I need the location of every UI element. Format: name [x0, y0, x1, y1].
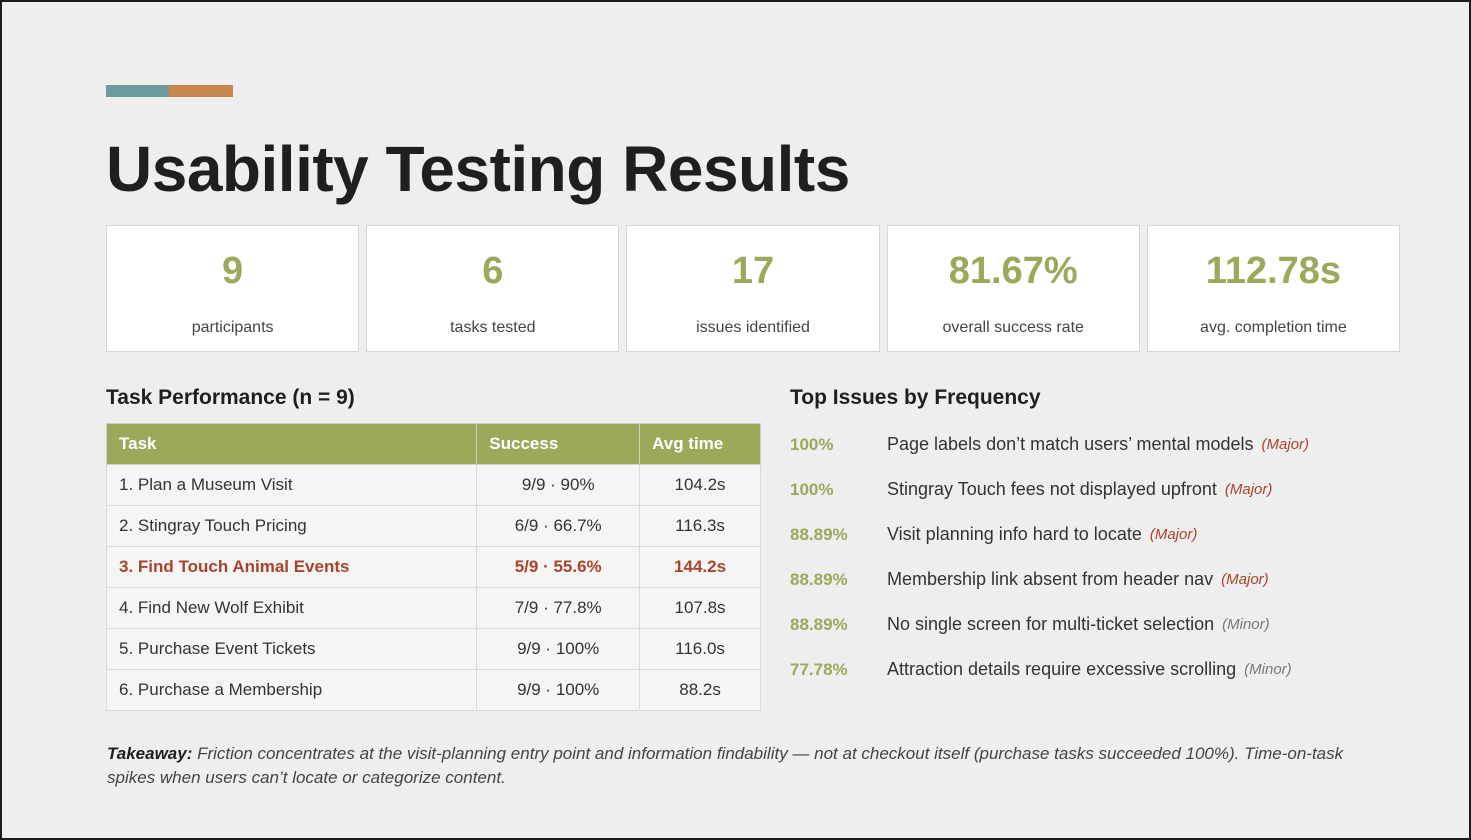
stat-card-tasks: 6 tasks tested — [366, 225, 620, 352]
success-cell: 7/9 · 77.8% — [476, 587, 641, 629]
list-item: 77.78% Attraction details require excess… — [790, 647, 1390, 692]
severity-badge: (Minor) — [1244, 661, 1292, 678]
issue-frequency: 100% — [790, 434, 834, 454]
severity-badge: (Major) — [1261, 436, 1310, 453]
issue-text: Page labels don’t match users’ mental mo… — [887, 434, 1254, 454]
issue-frequency: 77.78% — [790, 659, 848, 679]
success-cell: 9/9 · 100% — [476, 628, 641, 670]
time-cell: 88.2s — [639, 669, 761, 711]
task-cell: 2. Stingray Touch Pricing — [105, 505, 478, 547]
page-title: Usability Testing Results — [106, 133, 850, 205]
time-cell: 144.2s — [639, 546, 761, 588]
stat-card-completion-time: 112.78s avg. completion time — [1146, 225, 1401, 352]
column-header-task: Task — [105, 423, 478, 465]
success-cell: 6/9 · 66.7% — [476, 505, 641, 547]
issue-text: Stingray Touch fees not displayed upfron… — [887, 479, 1217, 499]
column-header-avg-time: Avg time — [639, 423, 761, 465]
issue-frequency: 88.89% — [790, 524, 848, 544]
task-performance-title: Task Performance (n = 9) — [106, 386, 355, 409]
table-header-row: Task Success Avg time — [105, 423, 761, 465]
table-row: 5. Purchase Event Tickets 9/9 · 100% 116… — [105, 628, 761, 670]
task-cell: 6. Purchase a Membership — [105, 669, 478, 711]
issue-text: Visit planning info hard to locate — [887, 524, 1142, 544]
list-item: 88.89% No single screen for multi-ticket… — [790, 602, 1390, 647]
severity-badge: (Major) — [1221, 571, 1269, 588]
accent-bar-teal — [106, 85, 169, 97]
issue-text: No single screen for multi-ticket select… — [887, 614, 1215, 634]
table-row: 1. Plan a Museum Visit 9/9 · 90% 104.2s — [105, 464, 761, 506]
stats-row: 9 participants 6 tasks tested 17 issues … — [106, 225, 1401, 352]
stat-label: tasks tested — [450, 319, 536, 336]
top-issues-title: Top Issues by Frequency — [790, 386, 1041, 409]
stat-value: 9 — [222, 250, 244, 292]
takeaway-label: Takeaway: — [107, 744, 193, 763]
task-cell: 3. Find Touch Animal Events — [105, 546, 478, 588]
issue-frequency: 100% — [790, 479, 834, 499]
stat-label: issues identified — [696, 319, 810, 336]
issue-frequency: 88.89% — [790, 569, 848, 589]
list-item: 100% Stingray Touch fees not displayed u… — [790, 467, 1390, 512]
stat-label: overall success rate — [942, 319, 1084, 336]
success-cell: 5/9 · 55.6% — [476, 546, 641, 588]
issue-text: Attraction details require excessive scr… — [887, 659, 1237, 679]
stat-card-success-rate: 81.67% overall success rate — [886, 225, 1140, 352]
table-row: 2. Stingray Touch Pricing 6/9 · 66.7% 11… — [105, 505, 761, 547]
severity-badge: (Major) — [1149, 526, 1198, 543]
success-cell: 9/9 · 90% — [476, 464, 641, 506]
list-item: 88.89% Membership link absent from heade… — [790, 557, 1390, 602]
success-cell: 9/9 · 100% — [476, 669, 641, 711]
accent-bar — [106, 85, 233, 97]
time-cell: 116.3s — [639, 505, 761, 547]
time-cell: 116.0s — [639, 628, 761, 670]
table-row: 4. Find New Wolf Exhibit 7/9 · 77.8% 107… — [105, 587, 761, 629]
task-performance-table: Task Success Avg time 1. Plan a Museum V… — [105, 423, 761, 711]
stat-card-participants: 9 participants — [106, 225, 360, 352]
issue-text: Membership link absent from header nav — [887, 569, 1214, 589]
time-cell: 107.8s — [639, 587, 761, 629]
task-cell: 4. Find New Wolf Exhibit — [105, 587, 478, 629]
stat-value: 6 — [482, 250, 504, 292]
stat-value: 81.67% — [948, 250, 1078, 292]
task-cell: 5. Purchase Event Tickets — [105, 628, 478, 670]
takeaway-text: Friction concentrates at the visit-plann… — [107, 744, 1344, 787]
severity-badge: (Major) — [1224, 481, 1273, 498]
list-item: 88.89% Visit planning info hard to locat… — [790, 512, 1390, 557]
takeaway-note: Takeaway: Friction concentrates at the v… — [107, 742, 1387, 790]
accent-bar-orange — [169, 85, 233, 97]
issue-frequency: 88.89% — [790, 614, 848, 634]
list-item: 100% Page labels don’t match users’ ment… — [790, 422, 1390, 467]
stat-card-issues: 17 issues identified — [626, 225, 880, 352]
top-issues-list: 100% Page labels don’t match users’ ment… — [790, 422, 1390, 692]
table-row: 6. Purchase a Membership 9/9 · 100% 88.2… — [105, 669, 761, 711]
stat-label: participants — [191, 319, 274, 336]
stat-label: avg. completion time — [1200, 319, 1347, 336]
stat-value: 112.78s — [1205, 250, 1342, 292]
table-row-highlighted: 3. Find Touch Animal Events 5/9 · 55.6% … — [105, 546, 761, 588]
task-cell: 1. Plan a Museum Visit — [105, 464, 478, 506]
severity-badge: (Minor) — [1222, 616, 1270, 633]
stat-value: 17 — [731, 250, 775, 292]
time-cell: 104.2s — [639, 464, 761, 506]
column-header-success: Success — [476, 423, 641, 465]
